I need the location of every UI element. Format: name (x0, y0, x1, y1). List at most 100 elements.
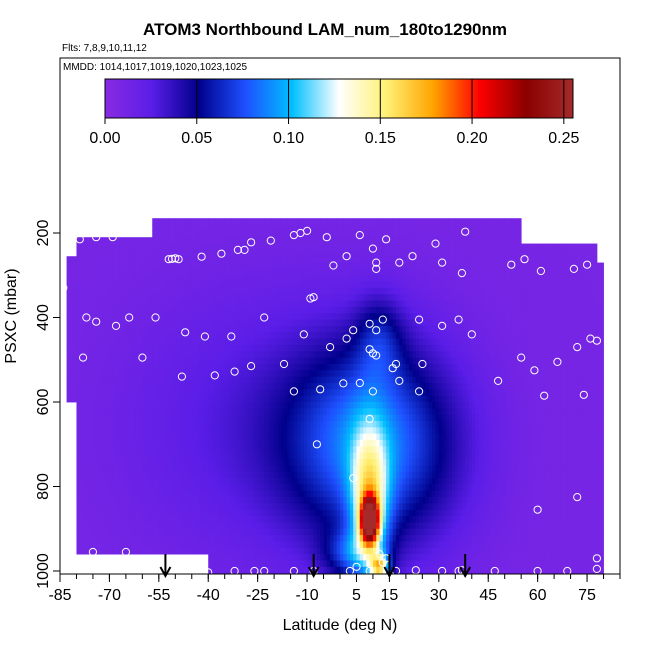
heatmap-cell (129, 465, 133, 473)
heatmap-cell (122, 357, 127, 365)
heatmap-cell (359, 281, 364, 289)
heatmap-cell (175, 287, 179, 295)
heatmap-cell (152, 421, 156, 428)
heatmap-cell (247, 503, 252, 511)
heatmap-cell (162, 516, 166, 523)
heatmap-cell (228, 275, 232, 282)
heatmap-cell (323, 452, 328, 460)
heatmap-cell (165, 427, 170, 435)
heatmap-cell (86, 478, 91, 485)
heatmap-cell (287, 465, 291, 473)
heatmap-cell (221, 294, 226, 301)
heatmap-cell (300, 249, 305, 257)
heatmap-cell (211, 268, 216, 276)
heatmap-cell (195, 338, 199, 346)
heatmap-cell (102, 522, 107, 530)
heatmap-cell (297, 459, 301, 466)
heatmap-cell (310, 433, 315, 441)
heatmap-cell (307, 433, 311, 441)
heatmap-cell (343, 370, 347, 378)
heatmap-cell (307, 427, 311, 435)
heatmap-cell (372, 516, 377, 523)
heatmap-cell (244, 338, 249, 346)
heatmap-cell (300, 237, 305, 244)
heatmap-cell (181, 484, 186, 492)
heatmap-cell (257, 402, 262, 409)
heatmap-cell (330, 332, 334, 340)
heatmap-cell (92, 395, 97, 403)
heatmap-cell (221, 344, 226, 352)
heatmap-cell (323, 262, 328, 270)
heatmap-cell (326, 325, 331, 333)
heatmap-cell (214, 262, 219, 270)
heatmap-cell (303, 535, 308, 542)
heatmap-cell (158, 541, 163, 549)
heatmap-cell (346, 268, 351, 276)
heatmap-cell (96, 541, 100, 549)
heatmap-cell (323, 287, 328, 295)
heatmap-cell (224, 249, 229, 257)
heatmap-cell (257, 313, 262, 321)
heatmap-cell (237, 382, 242, 390)
heatmap-cell (244, 414, 249, 422)
heatmap-cell (99, 313, 104, 321)
heatmap-cell (204, 509, 209, 517)
heatmap-cell (277, 376, 282, 384)
heatmap-cell (290, 528, 295, 536)
heatmap-cell (349, 249, 354, 257)
heatmap-cell (155, 351, 160, 359)
heatmap-cell (132, 237, 137, 244)
heatmap-cell (264, 535, 268, 542)
heatmap-cell (106, 427, 110, 435)
heatmap-cell (119, 509, 123, 517)
heatmap-cell (76, 490, 81, 498)
heatmap-cell (172, 325, 176, 333)
heatmap-cell (228, 230, 232, 238)
heatmap-cell (181, 503, 186, 511)
heatmap-cell (323, 497, 328, 504)
heatmap-cell (264, 249, 268, 257)
heatmap-cell (284, 294, 288, 301)
heatmap-cell (323, 332, 328, 340)
heatmap-cell (284, 554, 288, 561)
heatmap-cell (359, 547, 364, 555)
heatmap-cell (89, 287, 94, 295)
heatmap-cell (376, 230, 380, 238)
heatmap-cell (356, 433, 361, 441)
heatmap-cell (168, 408, 173, 416)
heatmap-cell (290, 516, 295, 523)
heatmap-cell (310, 554, 315, 561)
heatmap-cell (310, 497, 315, 504)
heatmap-cell (336, 325, 341, 333)
heatmap-cell (251, 218, 255, 225)
heatmap-cell (363, 287, 367, 295)
heatmap-cell (320, 484, 324, 492)
heatmap-cell (290, 465, 295, 473)
heatmap-cell (102, 376, 107, 384)
heatmap-cell (297, 382, 301, 390)
heatmap-cell (260, 256, 265, 263)
heatmap-cell (214, 338, 219, 346)
heatmap-cell (129, 319, 133, 327)
heatmap-cell (277, 357, 282, 365)
heatmap-cell (372, 389, 377, 397)
heatmap-cell (363, 465, 367, 473)
heatmap-cell (195, 363, 199, 371)
heatmap-cell (158, 382, 163, 390)
heatmap-cell (340, 446, 344, 454)
heatmap-cell (175, 376, 179, 384)
heatmap-cell (343, 535, 347, 542)
heatmap-cell (336, 440, 341, 447)
heatmap-cell (168, 338, 173, 346)
heatmap-cell (356, 338, 361, 346)
heatmap-cell (372, 446, 377, 454)
heatmap-cell (340, 535, 344, 542)
heatmap-cell (290, 497, 295, 504)
heatmap-cell (244, 522, 249, 530)
heatmap-cell (66, 344, 71, 352)
heatmap-cell (204, 433, 209, 441)
heatmap-cell (287, 370, 291, 378)
heatmap-cell (254, 402, 259, 409)
heatmap-cell (307, 421, 311, 428)
heatmap-cell (313, 490, 318, 498)
